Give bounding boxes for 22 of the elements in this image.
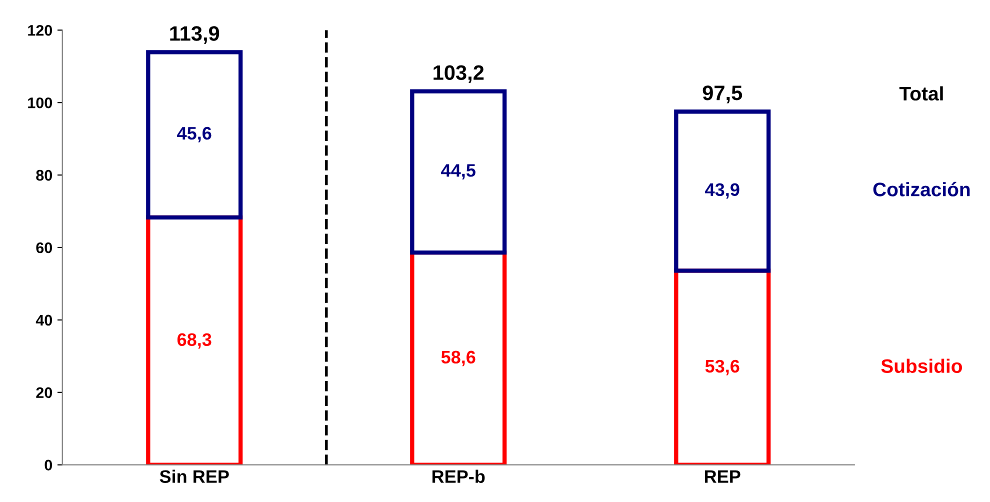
data-label: 44,5 (441, 164, 476, 180)
y-tick-label: 40 (36, 314, 52, 326)
x-tick-label: REP (705, 470, 740, 483)
total-label: 113,9 (170, 26, 220, 44)
data-label: 68,3 (177, 333, 212, 349)
data-label: 58,6 (441, 350, 476, 366)
y-tick-label: 120 (28, 24, 52, 36)
text: Total (899, 86, 943, 101)
x-tick-label: Sin REP (160, 470, 229, 483)
y-tick-label: 20 (36, 387, 52, 398)
y-tick-label: 100 (28, 97, 52, 108)
y-tick-label: 0 (44, 460, 52, 471)
data-label: 43,9 (705, 183, 740, 199)
data-label: 45,6 (177, 126, 212, 142)
y-tick-label: 60 (36, 242, 52, 254)
total-label: 103,2 (434, 65, 484, 83)
total-label: 97,5 (702, 86, 742, 104)
data-label: 53,6 (705, 360, 740, 376)
text: Subsidio (881, 358, 962, 373)
y-tick-label: 80 (36, 170, 52, 181)
text: Cotización (873, 182, 970, 196)
x-tick-label: REP-b (432, 470, 485, 483)
